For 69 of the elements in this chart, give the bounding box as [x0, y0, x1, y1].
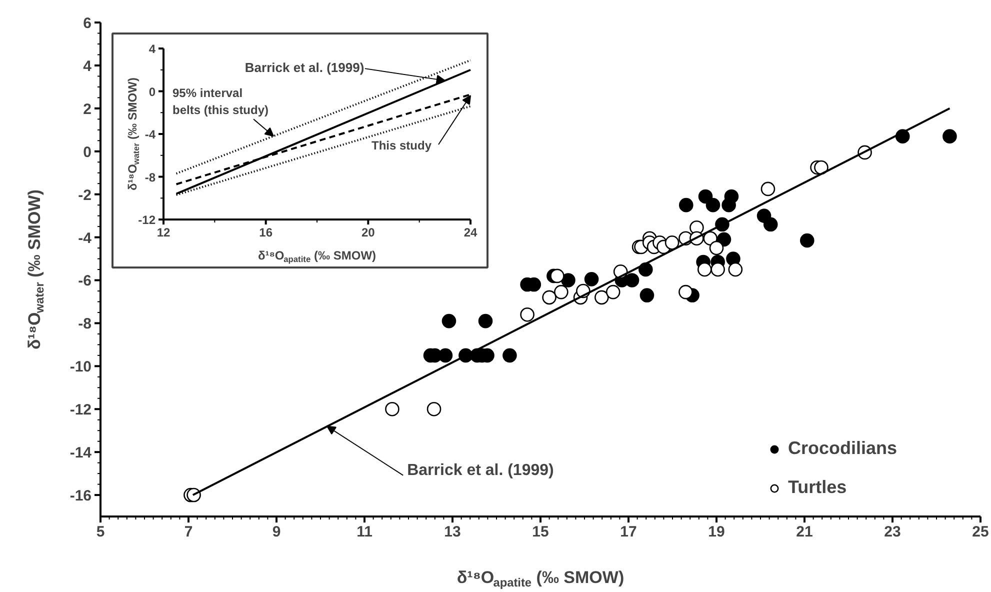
y-tick-label: -6 — [78, 272, 92, 290]
point — [763, 217, 778, 232]
point — [438, 348, 453, 363]
x-tick-label: 5 — [96, 524, 105, 540]
y-tick-label: -4 — [78, 230, 92, 247]
point — [697, 262, 712, 277]
y-tick-label: -12 — [70, 402, 92, 419]
point — [710, 262, 725, 277]
x-tick-label: 15 — [532, 524, 549, 540]
x-tick-label: 21 — [796, 524, 813, 540]
y-tick-label: 6 — [83, 15, 92, 32]
point — [385, 402, 400, 416]
annotation: Barrick et al. (1999) — [244, 60, 364, 76]
x-tick-label: 16 — [259, 226, 273, 240]
y-tick-label: -10 — [70, 358, 92, 376]
y-tick-label: -14 — [70, 444, 92, 462]
x-tick-label: 9 — [272, 524, 281, 540]
point — [664, 236, 680, 250]
y-tick-label: 0 — [148, 84, 156, 99]
point — [478, 314, 493, 328]
point — [426, 402, 442, 416]
y-tick-label: -16 — [70, 488, 92, 505]
point — [709, 240, 724, 256]
y-tick-label: -8 — [78, 316, 92, 333]
point — [800, 233, 814, 248]
y-tick-label: 4 — [148, 42, 156, 56]
y-tick-label: 0 — [83, 144, 92, 161]
legend-label: Crocodilians — [788, 438, 898, 459]
x-tick-label: 19 — [708, 524, 725, 540]
point — [520, 307, 534, 322]
y-axis-title: δ¹⁸Owater (‰ SMOW) — [25, 190, 47, 350]
y-axis-title: δ¹⁸Owater (‰ SMOW) — [126, 78, 142, 190]
y-tick-label: -4 — [144, 128, 156, 142]
y-tick-label: -8 — [144, 170, 156, 184]
point — [728, 262, 743, 277]
y-tick-label: 2 — [83, 100, 92, 118]
point — [624, 273, 640, 288]
y-tick-label: 4 — [83, 58, 92, 75]
x-tick-label: 24 — [464, 226, 478, 240]
x-tick-label: 17 — [620, 524, 637, 540]
point — [502, 348, 517, 363]
x-tick-label: 25 — [972, 524, 989, 540]
point — [760, 182, 776, 196]
point — [698, 189, 713, 204]
point — [814, 160, 828, 175]
point — [542, 290, 556, 305]
y-tick-label: -12 — [138, 213, 156, 227]
y-tick-label: -2 — [78, 186, 92, 204]
x-tick-label: 12 — [156, 226, 170, 240]
legend-label: Turtles — [788, 477, 847, 498]
x-tick-label: 13 — [444, 524, 461, 540]
x-tick-label: 23 — [884, 524, 901, 540]
point — [722, 198, 736, 212]
point — [942, 129, 957, 144]
annotation: This study — [372, 138, 432, 153]
x-tick-label: 11 — [356, 524, 372, 540]
point — [678, 284, 693, 300]
x-tick-label: 7 — [184, 524, 193, 540]
point — [584, 272, 599, 286]
point — [640, 288, 654, 302]
point — [550, 268, 564, 284]
x-tick-label: 20 — [361, 226, 376, 240]
annotation: Barrick et al. (1999) — [407, 462, 554, 479]
point — [442, 314, 456, 328]
point — [678, 198, 694, 212]
point — [561, 273, 576, 288]
point — [706, 198, 720, 212]
point — [606, 284, 620, 300]
annotation: 95% interval belts (this study) — [172, 86, 269, 117]
